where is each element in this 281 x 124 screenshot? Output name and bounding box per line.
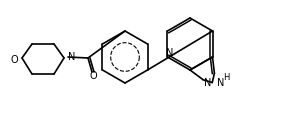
Text: N: N: [68, 52, 76, 62]
Text: O: O: [89, 71, 97, 81]
Text: O: O: [10, 55, 18, 65]
Text: N: N: [166, 48, 173, 58]
Text: H: H: [223, 73, 230, 82]
Text: N: N: [217, 78, 224, 88]
Text: N: N: [205, 78, 212, 88]
